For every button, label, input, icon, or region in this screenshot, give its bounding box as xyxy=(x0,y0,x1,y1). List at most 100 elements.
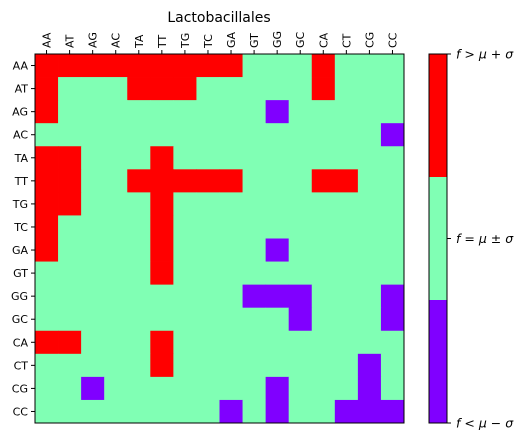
heatmap-cell-AG-CC xyxy=(380,100,405,124)
heatmap-cell-GA-CA xyxy=(311,238,336,262)
heatmap-cell-CA-TG xyxy=(173,330,197,355)
colorbar: f > μ + σ f = μ ± σ f < μ − σ xyxy=(428,47,514,431)
heatmap-cell-GA-AT xyxy=(58,238,82,262)
heatmap-cell-GC-CT xyxy=(334,307,359,332)
heatmap-cell-GT-CA xyxy=(311,261,336,286)
heatmap-cell-AT-GA xyxy=(219,77,243,101)
heatmap-cell-GG-AC xyxy=(104,284,128,309)
heatmap-cell-AC-AC xyxy=(104,123,128,147)
heatmap-cell-TA-TG xyxy=(173,146,197,170)
heatmap-cells xyxy=(35,54,405,424)
heatmap-cell-GA-GC xyxy=(288,238,313,262)
heatmap-cell-GG-GT xyxy=(242,284,267,309)
heatmap-cell-CT-AT xyxy=(58,353,82,378)
heatmap-cell-AG-AA xyxy=(35,100,59,124)
heatmap-cell-CC-GG xyxy=(265,399,290,424)
heatmap-cell-CG-GC xyxy=(288,376,313,401)
heatmap-cell-AA-GC xyxy=(288,54,313,78)
heatmap-cell-GG-CT xyxy=(334,284,359,309)
heatmap-cell-AC-GG xyxy=(265,123,290,147)
heatmap-cell-AT-CC xyxy=(380,77,405,101)
heatmap-cell-TC-CA xyxy=(311,215,336,239)
heatmap-cell-GC-TG xyxy=(173,307,197,332)
heatmap-cell-TG-TC xyxy=(196,192,220,216)
y-tick-label: CA xyxy=(13,336,29,349)
heatmap-cell-GA-TC xyxy=(196,238,220,262)
heatmap-cell-CG-TG xyxy=(173,376,197,401)
heatmap-cell-AT-CA xyxy=(311,77,336,101)
heatmap-cell-TC-CT xyxy=(334,215,359,239)
heatmap-cell-TC-AA xyxy=(35,215,59,239)
heatmap-cell-AG-TT xyxy=(150,100,174,124)
heatmap-cell-TA-AA xyxy=(35,146,59,170)
heatmap-cell-TA-GA xyxy=(219,146,243,170)
heatmap-cell-AG-CT xyxy=(334,100,359,124)
heatmap-cell-AT-GG xyxy=(265,77,290,101)
heatmap-cell-GT-GC xyxy=(288,261,313,286)
heatmap-cell-TG-CA xyxy=(311,192,336,216)
colorbar-tick-label-high: f > μ + σ xyxy=(456,47,514,62)
x-tick-label: CT xyxy=(340,33,353,48)
heatmap-cell-CG-AG xyxy=(81,376,105,401)
heatmap-cell-CC-TA xyxy=(127,399,151,424)
y-tick-label: TC xyxy=(13,221,28,234)
y-tick-label: TA xyxy=(14,152,29,165)
x-tick-label: TG xyxy=(179,33,192,49)
heatmap-cell-CA-TA xyxy=(127,330,151,355)
heatmap-cell-AA-AA xyxy=(35,54,59,78)
heatmap-cell-GG-GG xyxy=(265,284,290,309)
heatmap-cell-TT-GA xyxy=(219,169,243,193)
heatmap-cell-GA-GG xyxy=(265,238,290,262)
heatmap-cell-GT-TT xyxy=(150,261,174,286)
heatmap-cell-AG-GA xyxy=(219,100,243,124)
heatmap-cell-TA-CG xyxy=(357,146,382,170)
heatmap-cell-CT-CT xyxy=(334,353,359,378)
heatmap-cell-TG-AA xyxy=(35,192,59,216)
y-tick-label: CC xyxy=(13,405,29,418)
heatmap-cell-AA-TG xyxy=(173,54,197,78)
heatmap-cell-GG-CC xyxy=(380,284,405,309)
heatmap-cell-AA-CC xyxy=(380,54,405,78)
heatmap-cell-AG-CG xyxy=(357,100,382,124)
heatmap-cell-GG-AG xyxy=(81,284,105,309)
heatmap-cell-GA-AG xyxy=(81,238,105,262)
heatmap-cell-GA-AA xyxy=(35,238,59,262)
heatmap-cell-TT-CA xyxy=(311,169,336,193)
heatmap-cell-CG-GG xyxy=(265,376,290,401)
heatmap-cell-GC-GA xyxy=(219,307,243,332)
heatmap-cell-GC-TA xyxy=(127,307,151,332)
heatmap-cell-AT-CG xyxy=(357,77,382,101)
heatmap-cell-CA-CA xyxy=(311,330,336,355)
heatmap-cell-AG-TA xyxy=(127,100,151,124)
y-tick-label: GC xyxy=(12,313,29,326)
heatmap-cell-TC-CG xyxy=(357,215,382,239)
heatmap-cell-AA-GA xyxy=(219,54,243,78)
heatmap-cell-GC-CG xyxy=(357,307,382,332)
heatmap-cell-CG-CG xyxy=(357,376,382,401)
heatmap-cell-TT-AT xyxy=(58,169,82,193)
heatmap-cell-GC-AC xyxy=(104,307,128,332)
heatmap-cell-TA-AC xyxy=(104,146,128,170)
heatmap-cell-CA-AT xyxy=(58,330,82,355)
heatmap-cell-GG-GA xyxy=(219,284,243,309)
heatmap-cell-TT-CC xyxy=(380,169,405,193)
heatmap-cell-AG-AG xyxy=(81,100,105,124)
heatmap-cell-TC-TA xyxy=(127,215,151,239)
heatmap-cell-TG-TG xyxy=(173,192,197,216)
heatmap-cell-GT-CG xyxy=(357,261,382,286)
y-tick-label: AA xyxy=(13,60,29,73)
heatmap-cell-CA-GT xyxy=(242,330,267,355)
heatmap-cell-AA-AG xyxy=(81,54,105,78)
heatmap-cell-GA-GT xyxy=(242,238,267,262)
heatmap-cell-AG-TG xyxy=(173,100,197,124)
heatmap-cell-AT-TC xyxy=(196,77,220,101)
heatmap-cell-AC-GC xyxy=(288,123,313,147)
heatmap-cell-TT-GT xyxy=(242,169,267,193)
heatmap-cell-TT-TC xyxy=(196,169,220,193)
heatmap-cell-TC-TC xyxy=(196,215,220,239)
heatmap-cell-TG-GG xyxy=(265,192,290,216)
heatmap-cell-GA-CT xyxy=(334,238,359,262)
heatmap-cell-GT-TA xyxy=(127,261,151,286)
heatmap-cell-GG-GC xyxy=(288,284,313,309)
colorbar-segment-high xyxy=(429,54,447,178)
